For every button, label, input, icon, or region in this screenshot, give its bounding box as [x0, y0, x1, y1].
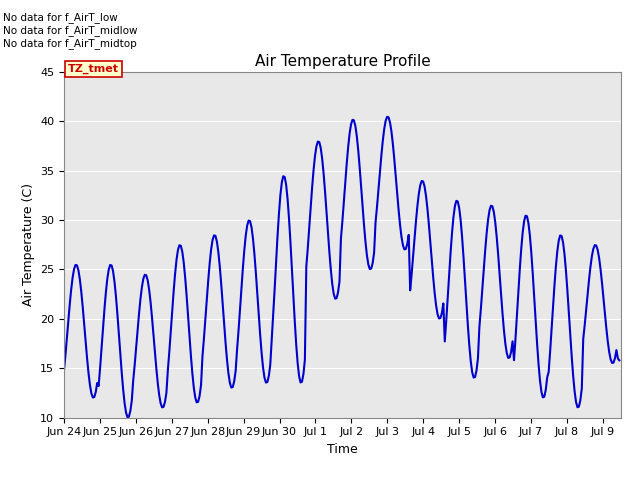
- Y-axis label: Air Temperature (C): Air Temperature (C): [22, 183, 35, 306]
- Text: No data for f_AirT_low: No data for f_AirT_low: [3, 12, 118, 23]
- Text: No data for f_AirT_midlow: No data for f_AirT_midlow: [3, 25, 138, 36]
- Text: No data for f_AirT_midtop: No data for f_AirT_midtop: [3, 38, 137, 49]
- Text: TZ_tmet: TZ_tmet: [68, 64, 119, 74]
- Title: Air Temperature Profile: Air Temperature Profile: [255, 54, 430, 70]
- X-axis label: Time: Time: [327, 443, 358, 456]
